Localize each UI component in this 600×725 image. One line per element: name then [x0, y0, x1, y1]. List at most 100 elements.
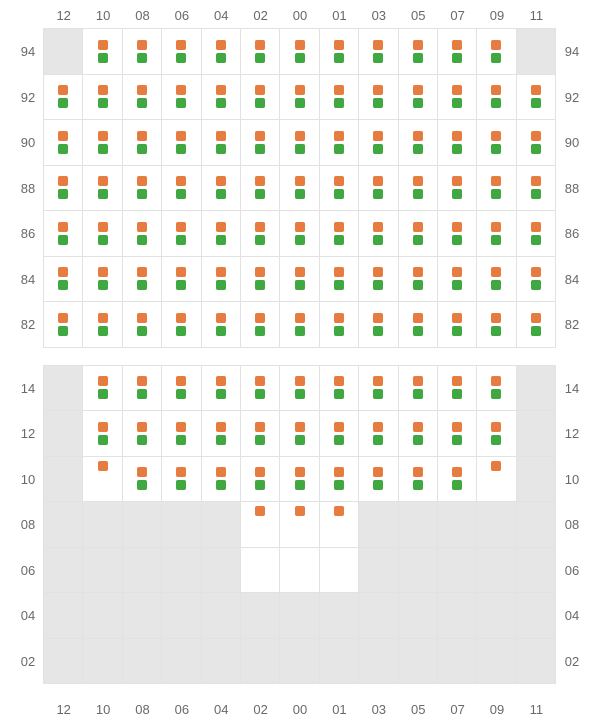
- cell-seat[interactable]: [398, 256, 438, 303]
- cell-seat[interactable]: [319, 456, 359, 503]
- cell-seat[interactable]: [201, 456, 241, 503]
- cell-seat[interactable]: [358, 456, 398, 503]
- cell-seat[interactable]: [161, 119, 201, 166]
- cell-seat[interactable]: [82, 365, 122, 412]
- cell-seat[interactable]: [516, 165, 556, 212]
- cell-seat[interactable]: [161, 410, 201, 457]
- cell-seat[interactable]: [358, 119, 398, 166]
- cell-seat[interactable]: [358, 256, 398, 303]
- cell-seat[interactable]: [398, 74, 438, 121]
- cell-seat[interactable]: [201, 365, 241, 412]
- cell-seat[interactable]: [201, 119, 241, 166]
- cell-seat[interactable]: [358, 74, 398, 121]
- cell-seat[interactable]: [437, 210, 477, 257]
- cell-seat[interactable]: [319, 165, 359, 212]
- cell-seat[interactable]: [201, 165, 241, 212]
- cell-seat[interactable]: [476, 456, 516, 503]
- cell-seat[interactable]: [122, 119, 162, 166]
- cell-seat[interactable]: [476, 365, 516, 412]
- cell-seat[interactable]: [43, 210, 83, 257]
- cell-seat[interactable]: [398, 210, 438, 257]
- cell-seat[interactable]: [43, 119, 83, 166]
- cell-seat[interactable]: [476, 210, 516, 257]
- cell-seat[interactable]: [319, 28, 359, 75]
- cell-seat[interactable]: [161, 28, 201, 75]
- cell-seat[interactable]: [437, 256, 477, 303]
- cell-seat[interactable]: [201, 256, 241, 303]
- cell-seat[interactable]: [240, 501, 280, 548]
- cell-seat[interactable]: [240, 210, 280, 257]
- cell-seat[interactable]: [319, 365, 359, 412]
- cell-seat[interactable]: [82, 210, 122, 257]
- cell-seat[interactable]: [358, 410, 398, 457]
- cell-seat[interactable]: [279, 547, 319, 594]
- cell-seat[interactable]: [82, 256, 122, 303]
- cell-seat[interactable]: [398, 301, 438, 348]
- cell-seat[interactable]: [82, 456, 122, 503]
- cell-seat[interactable]: [240, 119, 280, 166]
- cell-seat[interactable]: [82, 165, 122, 212]
- cell-seat[interactable]: [279, 256, 319, 303]
- cell-seat[interactable]: [122, 256, 162, 303]
- cell-seat[interactable]: [122, 410, 162, 457]
- cell-seat[interactable]: [279, 456, 319, 503]
- cell-seat[interactable]: [201, 301, 241, 348]
- cell-seat[interactable]: [358, 165, 398, 212]
- cell-seat[interactable]: [437, 301, 477, 348]
- cell-seat[interactable]: [240, 74, 280, 121]
- cell-seat[interactable]: [43, 74, 83, 121]
- cell-seat[interactable]: [122, 165, 162, 212]
- cell-seat[interactable]: [516, 301, 556, 348]
- cell-seat[interactable]: [319, 301, 359, 348]
- cell-seat[interactable]: [240, 256, 280, 303]
- cell-seat[interactable]: [240, 301, 280, 348]
- cell-seat[interactable]: [437, 365, 477, 412]
- cell-seat[interactable]: [82, 410, 122, 457]
- cell-seat[interactable]: [398, 119, 438, 166]
- cell-seat[interactable]: [319, 410, 359, 457]
- cell-seat[interactable]: [161, 301, 201, 348]
- cell-seat[interactable]: [398, 456, 438, 503]
- cell-seat[interactable]: [161, 210, 201, 257]
- cell-seat[interactable]: [319, 547, 359, 594]
- cell-seat[interactable]: [476, 301, 516, 348]
- cell-seat[interactable]: [476, 256, 516, 303]
- cell-seat[interactable]: [516, 119, 556, 166]
- cell-seat[interactable]: [82, 74, 122, 121]
- cell-seat[interactable]: [279, 119, 319, 166]
- cell-seat[interactable]: [240, 28, 280, 75]
- cell-seat[interactable]: [201, 410, 241, 457]
- cell-seat[interactable]: [279, 410, 319, 457]
- cell-seat[interactable]: [279, 301, 319, 348]
- cell-seat[interactable]: [476, 410, 516, 457]
- cell-seat[interactable]: [122, 210, 162, 257]
- cell-seat[interactable]: [43, 256, 83, 303]
- cell-seat[interactable]: [122, 28, 162, 75]
- cell-seat[interactable]: [240, 410, 280, 457]
- cell-seat[interactable]: [358, 210, 398, 257]
- cell-seat[interactable]: [319, 119, 359, 166]
- cell-seat[interactable]: [358, 301, 398, 348]
- cell-seat[interactable]: [437, 410, 477, 457]
- cell-seat[interactable]: [398, 28, 438, 75]
- cell-seat[interactable]: [161, 74, 201, 121]
- cell-seat[interactable]: [437, 28, 477, 75]
- cell-seat[interactable]: [319, 501, 359, 548]
- cell-seat[interactable]: [516, 210, 556, 257]
- cell-seat[interactable]: [279, 28, 319, 75]
- cell-seat[interactable]: [161, 456, 201, 503]
- cell-seat[interactable]: [240, 456, 280, 503]
- cell-seat[interactable]: [122, 74, 162, 121]
- cell-seat[interactable]: [437, 74, 477, 121]
- cell-seat[interactable]: [82, 119, 122, 166]
- cell-seat[interactable]: [279, 74, 319, 121]
- cell-seat[interactable]: [476, 74, 516, 121]
- cell-seat[interactable]: [476, 119, 516, 166]
- cell-seat[interactable]: [358, 365, 398, 412]
- cell-seat[interactable]: [516, 256, 556, 303]
- cell-seat[interactable]: [476, 28, 516, 75]
- cell-seat[interactable]: [201, 74, 241, 121]
- cell-seat[interactable]: [122, 456, 162, 503]
- cell-seat[interactable]: [279, 365, 319, 412]
- cell-seat[interactable]: [398, 365, 438, 412]
